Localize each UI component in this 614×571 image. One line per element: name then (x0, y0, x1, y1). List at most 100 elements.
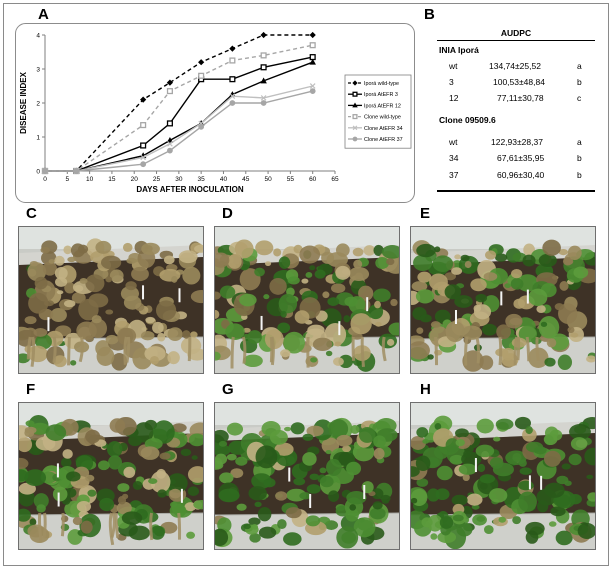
x-tick-label: 30 (175, 176, 183, 183)
y-tick-label: 3 (36, 67, 40, 74)
data-point (198, 123, 205, 130)
photo-g (214, 402, 400, 550)
x-tick-label: 15 (108, 176, 116, 183)
series-line (45, 44, 313, 172)
plant-bed-illustration (411, 227, 595, 373)
data-point (309, 88, 316, 94)
photo-e (410, 226, 596, 374)
x-tick-label: 65 (331, 176, 339, 183)
row-line: 3 (449, 77, 454, 87)
group-name-clone: Clone 09509.6 (439, 115, 496, 125)
x-tick-label: 5 (65, 176, 69, 183)
y-tick-label: 2 (36, 101, 40, 108)
row-letter: a (577, 137, 582, 147)
panel-label-b: B (424, 6, 435, 23)
legend-marker (352, 136, 358, 142)
data-point (229, 100, 236, 106)
legend-label: Iporá wild-type (364, 81, 399, 87)
x-axis-label: DAYS AFTER INOCULATION (136, 185, 243, 194)
row-letter: b (577, 77, 582, 87)
data-point (260, 52, 267, 59)
chart-plot-frame (15, 23, 415, 203)
series-line (45, 90, 313, 172)
data-point (198, 72, 205, 79)
data-point (309, 83, 316, 89)
legend-label: Clone wild-type (364, 115, 401, 121)
data-point (260, 64, 267, 71)
plant-bed-illustration (215, 403, 399, 549)
legend-label: Clone AtEFR 37 (364, 137, 403, 143)
data-point (166, 79, 174, 86)
panel-label-a: A (38, 6, 49, 23)
photo-h (410, 402, 596, 550)
data-point (166, 88, 173, 95)
x-tick-label: 35 (198, 176, 206, 183)
data-point (140, 154, 146, 161)
legend-label: Iporá AtEFR 12 (364, 103, 401, 109)
data-point (73, 168, 80, 174)
data-point (229, 76, 236, 83)
x-tick-label: 10 (86, 176, 94, 183)
x-tick-label: 20 (131, 176, 139, 183)
data-point (167, 147, 173, 154)
panel-label-e: E (420, 205, 431, 222)
data-point (309, 31, 316, 39)
legend-marker (352, 91, 358, 97)
data-point (140, 96, 147, 103)
data-point (229, 57, 236, 64)
row-value: 100,53±48,84 (493, 77, 545, 87)
data-point (167, 140, 173, 147)
x-tick-label: 60 (309, 176, 317, 183)
series-line (45, 34, 313, 172)
series-line (45, 56, 313, 172)
data-point (260, 95, 267, 101)
data-point (42, 168, 48, 174)
row-value: 122,93±28,37 (491, 137, 543, 147)
plant-bed-illustration (19, 227, 203, 373)
data-point (140, 161, 147, 168)
x-tick-label: 50 (264, 176, 272, 183)
data-point (260, 31, 267, 39)
audpc-title: AUDPC (500, 28, 532, 38)
legend-marker (352, 114, 358, 120)
row-value: 77,11±30,78 (497, 93, 544, 103)
row-letter: a (577, 61, 582, 71)
row-line: 37 (449, 170, 459, 180)
data-point (309, 58, 316, 65)
row-line: 34 (449, 153, 459, 163)
panel-label-g: G (222, 381, 234, 398)
legend-box (344, 74, 412, 149)
row-line: wt (449, 61, 458, 71)
x-tick-label: 25 (153, 176, 161, 183)
legend-marker (352, 80, 358, 86)
row-value: 60,96±30,40 (497, 170, 545, 180)
photo-f (18, 402, 204, 550)
data-point (140, 122, 147, 129)
data-point (229, 93, 236, 100)
data-point (140, 142, 147, 149)
plant-bed-illustration (411, 403, 595, 549)
y-tick-label: 0 (36, 169, 40, 176)
y-axis-label: DISEASE INDEX (19, 71, 28, 133)
y-tick-label: 1 (36, 135, 40, 142)
data-point (166, 136, 174, 143)
legend-label: Clone AtEFR 34 (364, 126, 403, 132)
photo-d (214, 226, 400, 374)
row-letter: b (577, 153, 582, 163)
legend-marker (352, 102, 358, 108)
data-point (260, 77, 267, 84)
x-tick-label: 40 (220, 176, 228, 183)
row-line: wt (449, 137, 458, 147)
row-line: 12 (449, 93, 459, 103)
panel-label-f: F (26, 381, 36, 398)
row-value: 67,61±35,95 (497, 153, 545, 163)
panel-label-h: H (420, 381, 431, 398)
row-letter: c (577, 93, 582, 103)
data-point (166, 120, 173, 127)
x-tick-label: 55 (287, 176, 295, 183)
plant-bed-illustration (19, 403, 203, 549)
group-name-ipora: INIA Iporá (439, 45, 479, 55)
x-tick-label: 45 (242, 176, 250, 183)
plant-bed-illustration (215, 227, 399, 373)
